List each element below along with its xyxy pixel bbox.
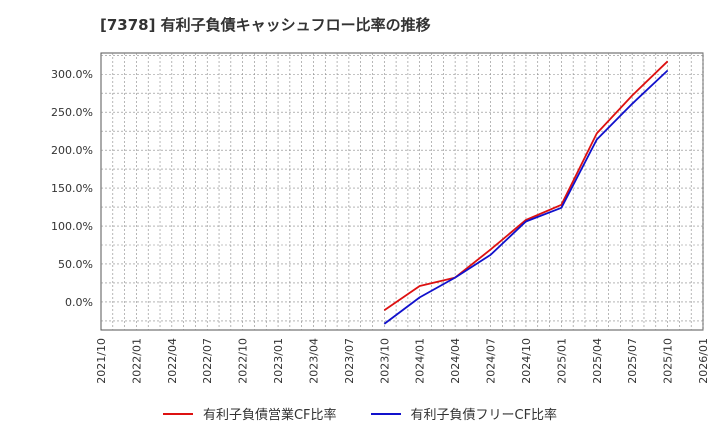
x-tick-label: 2025/10 xyxy=(662,338,675,384)
x-tick-label: 2024/10 xyxy=(520,338,533,384)
legend-label-free-cf: 有利子負債フリーCF比率 xyxy=(410,408,558,423)
y-tick-label: 200.0% xyxy=(51,144,93,157)
x-tick-label: 2023/10 xyxy=(378,338,391,384)
legend-label-operating-cf: 有利子負債営業CF比率 xyxy=(202,408,337,423)
legend-item-operating-cf: 有利子負債営業CF比率 xyxy=(162,404,337,423)
legend-swatch-free-cf xyxy=(370,412,401,415)
plot-area xyxy=(100,52,704,331)
x-tick-label: 2025/04 xyxy=(591,338,604,384)
legend-item-free-cf: 有利子負債フリーCF比率 xyxy=(370,404,558,423)
x-tick-label: 2025/01 xyxy=(555,338,568,384)
x-tick-label: 2024/04 xyxy=(449,338,462,384)
x-axis-ticks: 2021/10 2022/01 2022/04 2022/07 2022/10 2023/… xyxy=(95,338,710,384)
y-tick-label: 250.0% xyxy=(51,106,93,119)
x-tick-label: 2022/07 xyxy=(201,338,214,384)
series-lines xyxy=(383,60,669,325)
legend: 有利子負債営業CF比率 有利子負債フリーCF比率 xyxy=(0,404,720,423)
x-tick-label: 2021/10 xyxy=(95,338,108,384)
x-tick-label: 2023/07 xyxy=(343,338,356,384)
series-line-operating-cf xyxy=(383,60,669,312)
y-axis-ticks: 0.0% 50.0% 100.0% 150.0% 200.0% 250.0% 300.0% xyxy=(51,68,93,309)
x-tick-label: 2022/04 xyxy=(166,338,179,384)
x-tick-label: 2023/01 xyxy=(272,338,285,384)
y-tick-label: 50.0% xyxy=(58,258,93,271)
x-tick-label: 2024/07 xyxy=(485,338,498,384)
x-tick-label: 2023/04 xyxy=(307,338,320,384)
x-tick-label: 2022/10 xyxy=(237,338,250,384)
x-tick-label: 2025/07 xyxy=(626,338,639,384)
chart-title: [7378] 有利子負債キャッシュフロー比率の推移 xyxy=(100,16,431,34)
legend-swatch-operating-cf xyxy=(162,412,193,415)
x-tick-label: 2022/01 xyxy=(130,338,143,384)
series-line-free-cf xyxy=(383,69,669,325)
x-tick-label: 2024/01 xyxy=(414,338,427,384)
y-tick-label: 300.0% xyxy=(51,68,93,81)
y-tick-label: 0.0% xyxy=(65,296,93,309)
x-tick-label: 2026/01 xyxy=(697,338,710,384)
y-tick-label: 150.0% xyxy=(51,182,93,195)
grid-lines xyxy=(101,53,704,330)
y-tick-label: 100.0% xyxy=(51,220,93,233)
